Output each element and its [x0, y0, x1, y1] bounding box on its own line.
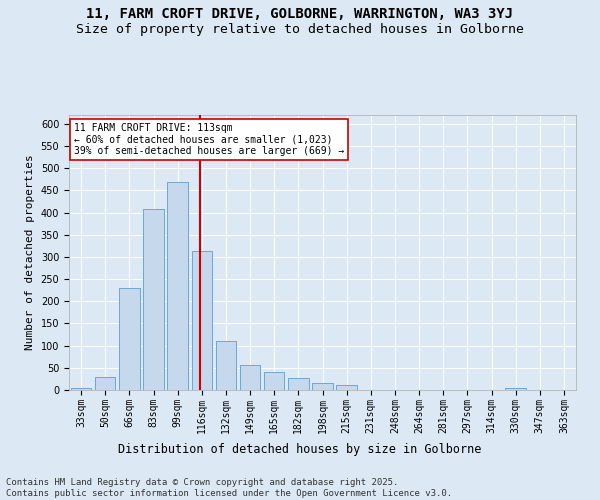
Bar [240, 364, 260, 390]
Bar [191, 251, 212, 390]
Bar [288, 378, 308, 390]
Bar [312, 384, 333, 390]
Bar [95, 376, 115, 390]
Y-axis label: Number of detached properties: Number of detached properties [25, 154, 35, 350]
Bar [215, 341, 236, 390]
Bar [119, 288, 140, 390]
Bar [167, 182, 188, 390]
Bar [264, 372, 284, 390]
Bar [505, 388, 526, 390]
Text: 11, FARM CROFT DRIVE, GOLBORNE, WARRINGTON, WA3 3YJ: 11, FARM CROFT DRIVE, GOLBORNE, WARRINGT… [86, 8, 514, 22]
Text: Contains HM Land Registry data © Crown copyright and database right 2025.
Contai: Contains HM Land Registry data © Crown c… [6, 478, 452, 498]
Bar [337, 385, 357, 390]
Bar [143, 209, 164, 390]
Text: Size of property relative to detached houses in Golborne: Size of property relative to detached ho… [76, 22, 524, 36]
Text: Distribution of detached houses by size in Golborne: Distribution of detached houses by size … [118, 442, 482, 456]
Text: 11 FARM CROFT DRIVE: 113sqm
← 60% of detached houses are smaller (1,023)
39% of : 11 FARM CROFT DRIVE: 113sqm ← 60% of det… [74, 123, 344, 156]
Bar [71, 388, 91, 390]
